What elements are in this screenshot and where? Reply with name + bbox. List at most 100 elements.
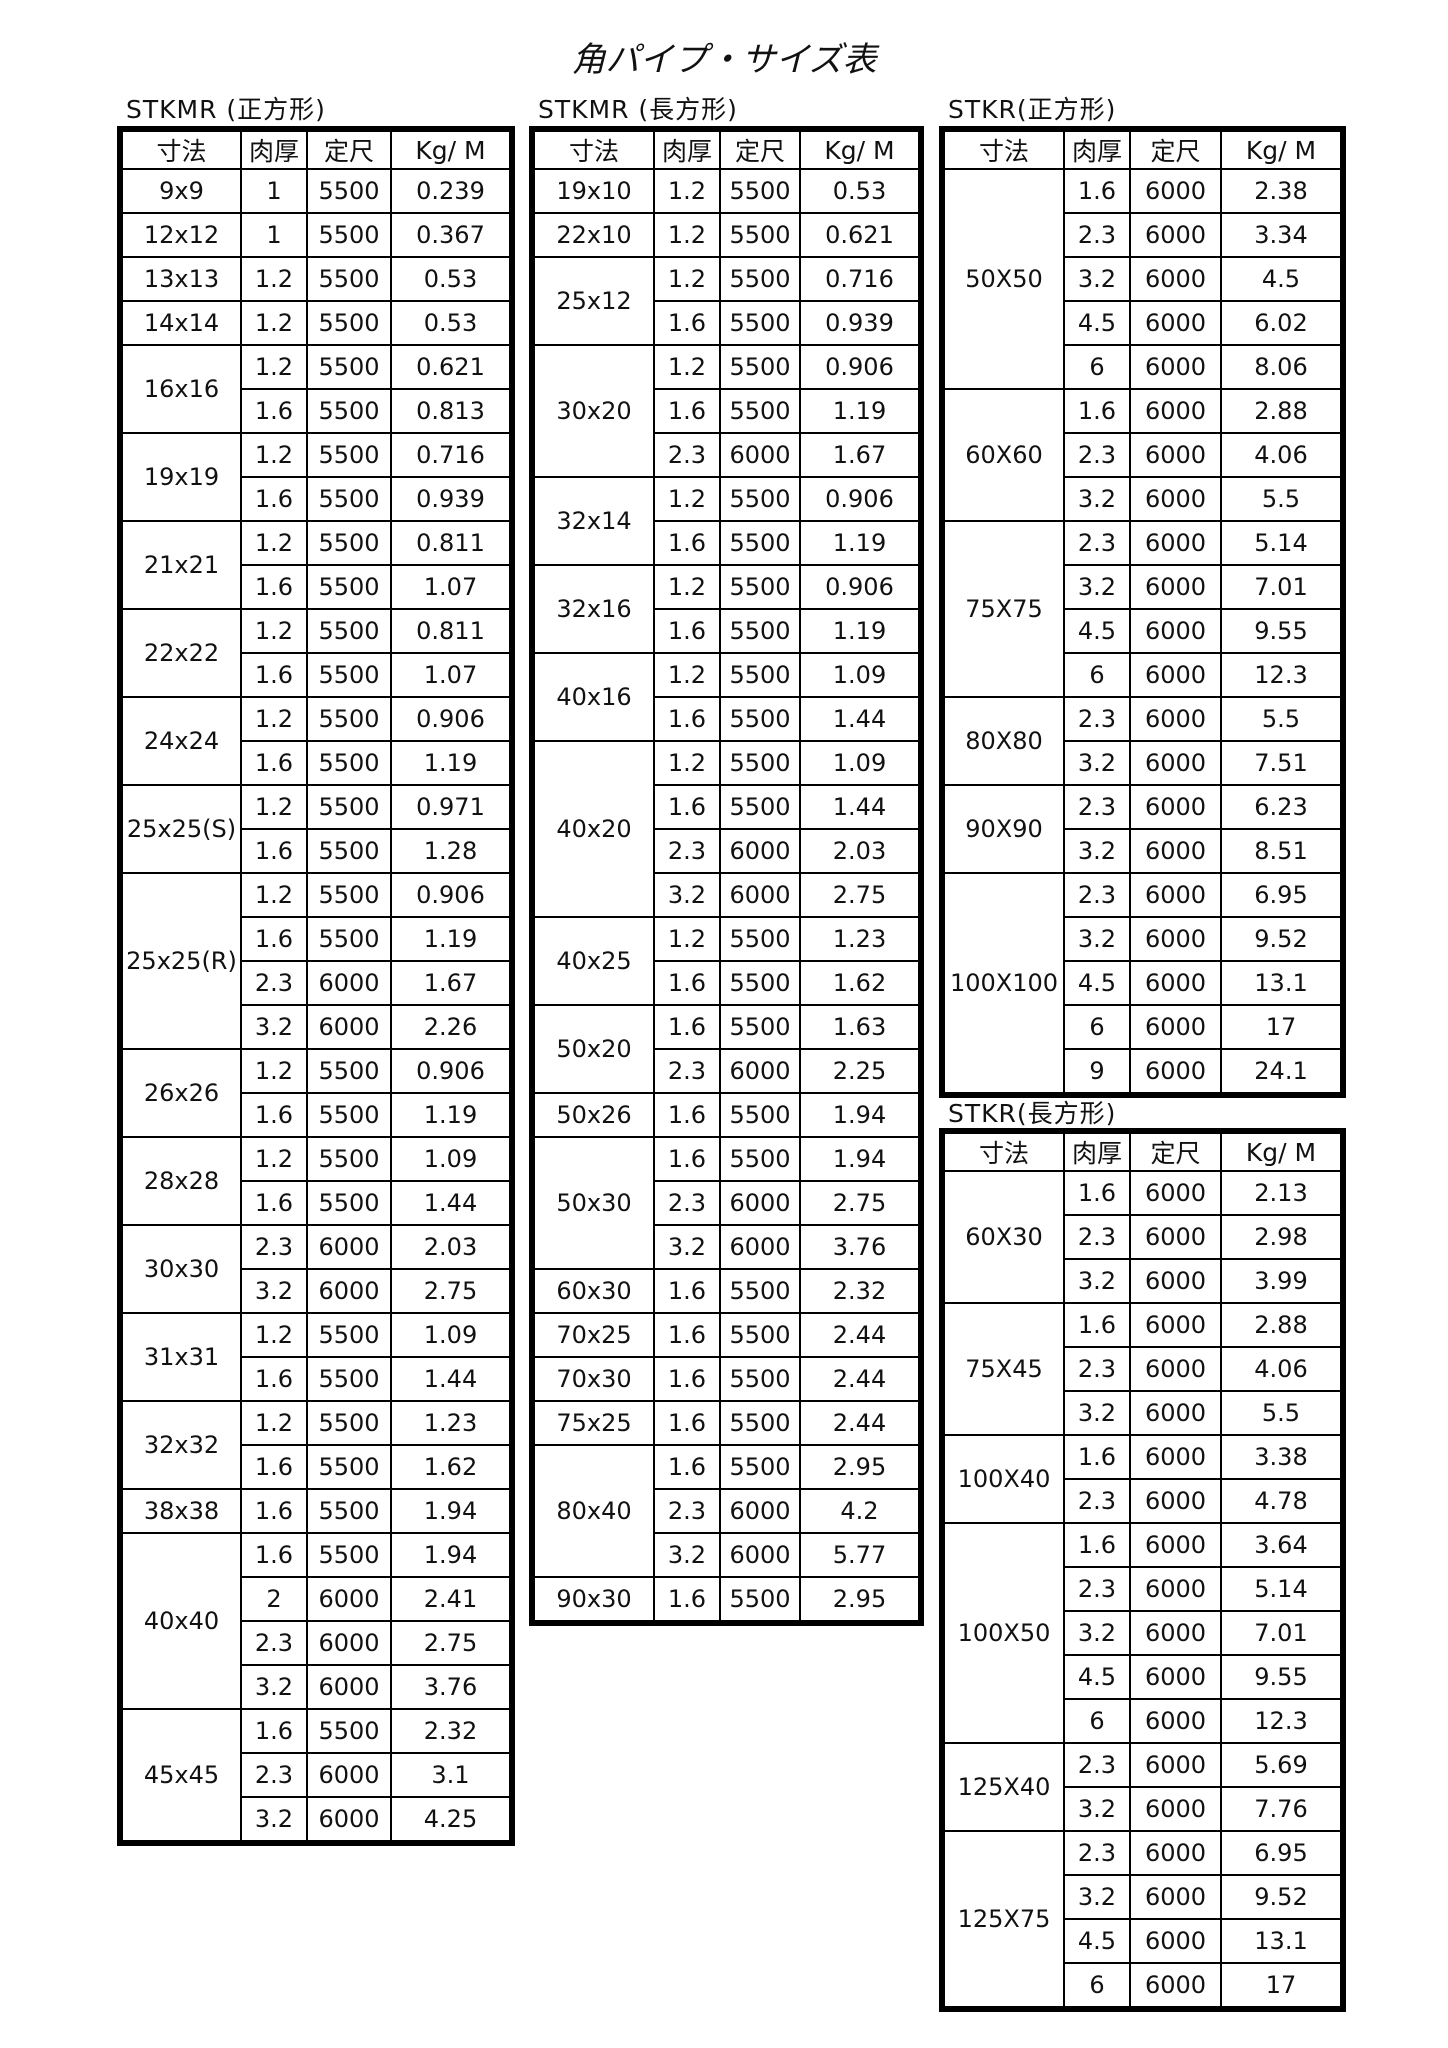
- thickness-cell: 1: [240, 168, 308, 214]
- table-label-stkmr-rect: STKMR (長方形): [538, 95, 738, 124]
- thickness-cell: 1.2: [653, 652, 721, 698]
- table-row: 6 6000 12.3: [942, 652, 1344, 698]
- table-row: 2.3 6000 5.14: [942, 1566, 1344, 1612]
- length-cell: 6000: [1129, 432, 1222, 478]
- thickness-cell: 3.2: [653, 872, 721, 918]
- size-table-stkmr-square: 寸法 肉厚 定尺 Kg/ M 9x9 1 5500 0.239 12x12 1 5500 0.367 1…: [117, 126, 515, 1846]
- size-cell: 32x16: [531, 564, 655, 654]
- thickness-cell: 2.3: [1063, 520, 1131, 566]
- table-row: 2.3 6000 4.06: [942, 1346, 1344, 1392]
- thickness-cell: 1.6: [653, 1356, 721, 1402]
- weight-cell: 7.76: [1220, 1786, 1344, 1832]
- weight-cell: 1.44: [799, 784, 922, 830]
- length-cell: 5500: [719, 960, 801, 1006]
- weight-cell: 1.07: [390, 652, 513, 698]
- weight-cell: 3.99: [1220, 1258, 1344, 1304]
- thickness-cell: 2.3: [1063, 784, 1131, 830]
- weight-cell: 1.67: [390, 960, 513, 1006]
- thickness-cell: 2.3: [1063, 1830, 1131, 1876]
- length-cell: 5500: [306, 300, 392, 346]
- thickness-cell: 1.2: [653, 564, 721, 610]
- thickness-cell: 1.2: [240, 300, 308, 346]
- weight-cell: 2.44: [799, 1400, 922, 1446]
- weight-cell: 5.5: [1220, 1390, 1344, 1436]
- table-row: 1.6 5500 1.62: [120, 1444, 513, 1490]
- thickness-cell: 3.2: [1063, 1390, 1131, 1436]
- weight-cell: 0.239: [390, 168, 513, 214]
- length-cell: 6000: [306, 1796, 392, 1844]
- weight-cell: 1.63: [799, 1004, 922, 1050]
- thickness-cell: 3.2: [1063, 740, 1131, 786]
- table-row: 3.2 6000 4.25: [120, 1796, 513, 1844]
- table-row: 1.6 5500 1.19: [532, 608, 922, 654]
- weight-cell: 4.5: [1220, 256, 1344, 302]
- table-row: 6 6000 17: [942, 1962, 1344, 2010]
- length-cell: 6000: [1129, 1522, 1222, 1568]
- length-cell: 5500: [719, 256, 801, 302]
- weight-cell: 1.19: [390, 916, 513, 962]
- length-cell: 5500: [719, 388, 801, 434]
- table-row: 1.6 5500 1.44: [120, 1356, 513, 1402]
- table-row: 31x31 1.2 5500 1.09: [119, 1312, 513, 1402]
- table-row: 24x24 1.2 5500 0.906: [119, 696, 513, 786]
- length-cell: 6000: [719, 1048, 801, 1094]
- thickness-cell: 1.6: [653, 1312, 721, 1358]
- weight-cell: 8.06: [1220, 344, 1344, 390]
- length-cell: 5500: [306, 256, 392, 302]
- thickness-cell: 2.3: [240, 1752, 308, 1798]
- size-cell: 125X75: [941, 1830, 1065, 2010]
- thickness-cell: 1.2: [653, 916, 721, 962]
- table-row: 80X80 2.3 6000 5.5: [941, 696, 1344, 786]
- table-row: 28x28 1.2 5500 1.09: [119, 1136, 513, 1226]
- table-row: 2 6000 2.41: [120, 1576, 513, 1622]
- length-cell: 6000: [1129, 476, 1222, 522]
- thickness-cell: 6: [1063, 652, 1131, 698]
- weight-cell: 1.19: [799, 388, 922, 434]
- table-row: 4.5 6000 6.02: [942, 300, 1344, 346]
- thickness-cell: 2.3: [653, 1180, 721, 1226]
- size-cell: 50x26: [531, 1092, 655, 1138]
- weight-cell: 2.98: [1220, 1214, 1344, 1260]
- length-cell: 6000: [306, 1268, 392, 1314]
- length-cell: 5500: [719, 1136, 801, 1182]
- thickness-cell: 3.2: [240, 1004, 308, 1050]
- thickness-cell: 1: [240, 212, 308, 258]
- weight-cell: 1.07: [390, 564, 513, 610]
- table-row: 1.6 5500 1.44: [532, 784, 922, 830]
- weight-cell: 0.906: [390, 1048, 513, 1094]
- header-col-weight: Kg/ M: [1220, 1130, 1344, 1172]
- length-cell: 6000: [1129, 1214, 1222, 1260]
- length-cell: 6000: [1129, 1962, 1222, 2010]
- length-cell: 5500: [719, 520, 801, 566]
- thickness-cell: 3.2: [653, 1532, 721, 1578]
- size-cell: 80X80: [941, 696, 1065, 786]
- thickness-cell: 1.6: [240, 1532, 308, 1578]
- weight-cell: 0.53: [390, 256, 513, 302]
- table-row: 4.5 6000 13.1: [942, 1918, 1344, 1964]
- size-cell: 100X40: [941, 1434, 1065, 1524]
- length-cell: 5500: [719, 1400, 801, 1446]
- size-cell: 16x16: [119, 344, 242, 434]
- length-cell: 5500: [306, 916, 392, 962]
- size-cell: 22x10: [531, 212, 655, 258]
- length-cell: 5500: [719, 916, 801, 962]
- length-cell: 5500: [306, 740, 392, 786]
- size-cell: 75x25: [531, 1400, 655, 1446]
- header-col-thickness: 肉厚: [240, 128, 308, 170]
- size-cell: 30x20: [531, 344, 655, 478]
- table-row: 2.3 6000 2.75: [532, 1180, 922, 1226]
- thickness-cell: 1.6: [240, 388, 308, 434]
- length-cell: 6000: [1129, 608, 1222, 654]
- thickness-cell: 3.2: [1063, 564, 1131, 610]
- length-cell: 5500: [719, 1312, 801, 1358]
- length-cell: 5500: [719, 1356, 801, 1402]
- thickness-cell: 3.2: [653, 1224, 721, 1270]
- length-cell: 6000: [1129, 1258, 1222, 1304]
- thickness-cell: 1.6: [653, 1004, 721, 1050]
- size-cell: 28x28: [119, 1136, 242, 1226]
- weight-cell: 5.77: [799, 1532, 922, 1578]
- weight-cell: 0.906: [799, 344, 922, 390]
- length-cell: 5500: [306, 1444, 392, 1490]
- table-row: 1.6 5500 0.813: [120, 388, 513, 434]
- weight-cell: 2.88: [1220, 388, 1344, 434]
